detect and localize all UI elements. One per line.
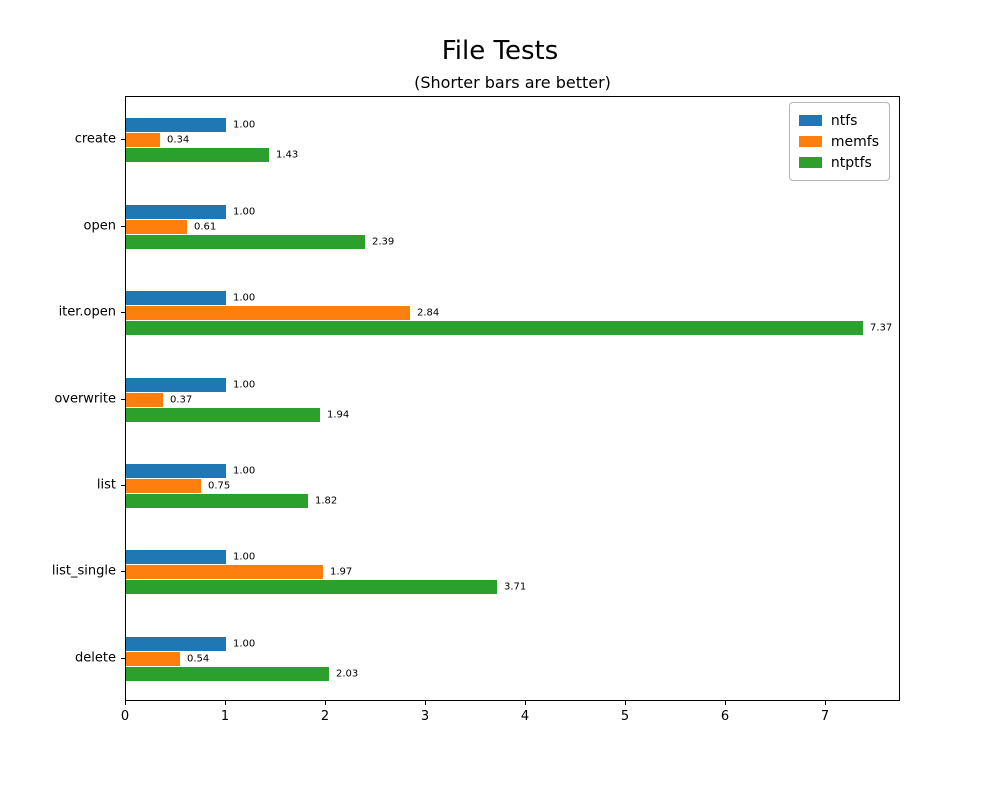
bar-value-label: 0.75 (208, 480, 231, 492)
plot-area: ntfs memfs ntptfs 1.00 0.34 1.43 1.00 0.61 2.39… (125, 96, 900, 701)
bar-value-label: 1.82 (315, 495, 338, 507)
legend-label-memfs: memfs (830, 133, 879, 150)
bar-memfs-overwrite (126, 393, 163, 407)
x-tick-label-0: 0 (120, 709, 130, 724)
x-tick-label-7: 7 (820, 709, 830, 724)
bar-value-label: 1.00 (233, 465, 256, 477)
bar-value-label: 1.00 (233, 638, 256, 650)
y-tick-label-delete: delete (75, 650, 116, 666)
bar-ntfs-list (126, 464, 226, 478)
x-tick-label-4: 4 (520, 709, 530, 724)
bar-value-label: 3.71 (504, 581, 527, 593)
bar-memfs-iter.open (126, 306, 410, 320)
bar-value-label: 1.97 (330, 566, 353, 578)
bar-ntptfs-iter.open (126, 321, 863, 335)
bar-memfs-list (126, 479, 201, 493)
bar-ntptfs-open (126, 235, 365, 249)
y-tick-label-overwrite: overwrite (54, 391, 116, 406)
bar-ntfs-iter.open (126, 291, 226, 305)
legend-label-ntfs: ntfs (830, 112, 858, 129)
bar-value-label: 1.00 (233, 119, 256, 131)
bar-ntfs-list_single (126, 550, 226, 564)
bar-value-label: 2.39 (372, 236, 395, 248)
bar-value-label: 1.94 (327, 409, 350, 421)
chart-title: File Tests (441, 36, 559, 66)
x-tick-mark (325, 701, 326, 705)
legend-entry-memfs: memfs (798, 131, 879, 152)
x-tick-mark (225, 701, 226, 705)
bar-ntfs-create (126, 118, 226, 132)
y-tick-label-iter.open: iter.open (58, 304, 116, 320)
x-tick-mark (625, 701, 626, 705)
legend-entry-ntptfs: ntptfs (798, 152, 879, 173)
bar-value-label: 0.34 (167, 134, 190, 146)
bar-ntfs-overwrite (126, 378, 226, 392)
x-tick-mark (125, 701, 126, 705)
bar-memfs-delete (126, 652, 180, 666)
y-tick-label-create: create (74, 131, 116, 147)
y-tick-mark (121, 226, 125, 227)
y-tick-label-list: list (96, 477, 116, 493)
bar-memfs-list_single (126, 565, 323, 579)
chart-subtitle: (Shorter bars are better) (414, 73, 611, 92)
legend-label-ntptfs: ntptfs (830, 154, 872, 171)
x-tick-mark (425, 701, 426, 705)
legend-swatch-ntfs (798, 115, 822, 126)
legend-swatch-ntptfs (798, 157, 822, 168)
y-tick-mark (121, 658, 125, 659)
bar-ntfs-delete (126, 637, 226, 651)
bar-ntptfs-list_single (126, 580, 497, 594)
bar-value-label: 0.54 (187, 653, 210, 665)
y-tick-mark (121, 312, 125, 313)
bar-value-label: 1.00 (233, 206, 256, 218)
x-tick-label-3: 3 (420, 709, 430, 724)
bar-value-label: 2.84 (417, 307, 440, 319)
x-tick-mark (825, 701, 826, 705)
bar-ntptfs-delete (126, 667, 329, 681)
x-tick-label-6: 6 (720, 709, 730, 724)
bar-value-label: 0.61 (194, 221, 217, 233)
y-tick-mark (121, 571, 125, 572)
bar-memfs-open (126, 220, 187, 234)
legend: ntfs memfs ntptfs (788, 102, 890, 181)
y-tick-label-open: open (83, 218, 116, 234)
x-tick-label-1: 1 (220, 709, 230, 724)
bar-ntptfs-overwrite (126, 408, 320, 422)
x-tick-label-5: 5 (620, 709, 630, 724)
bar-ntfs-open (126, 205, 226, 219)
bar-ntptfs-create (126, 148, 269, 162)
y-tick-mark (121, 399, 125, 400)
bar-value-label: 2.03 (336, 668, 359, 680)
x-tick-label-2: 2 (320, 709, 330, 724)
x-tick-mark (525, 701, 526, 705)
x-tick-mark (725, 701, 726, 705)
bar-value-label: 1.00 (233, 292, 256, 304)
legend-entry-ntfs: ntfs (798, 110, 879, 131)
bar-value-label: 7.37 (870, 322, 893, 334)
bar-value-label: 1.43 (276, 149, 299, 161)
legend-swatch-memfs (798, 136, 822, 147)
y-tick-mark (121, 139, 125, 140)
y-tick-label-list_single: list_single (51, 563, 116, 579)
bar-memfs-create (126, 133, 160, 147)
bar-value-label: 1.00 (233, 551, 256, 563)
y-tick-mark (121, 485, 125, 486)
bar-value-label: 0.37 (170, 394, 193, 406)
bar-ntptfs-list (126, 494, 308, 508)
bar-value-label: 1.00 (233, 379, 256, 391)
